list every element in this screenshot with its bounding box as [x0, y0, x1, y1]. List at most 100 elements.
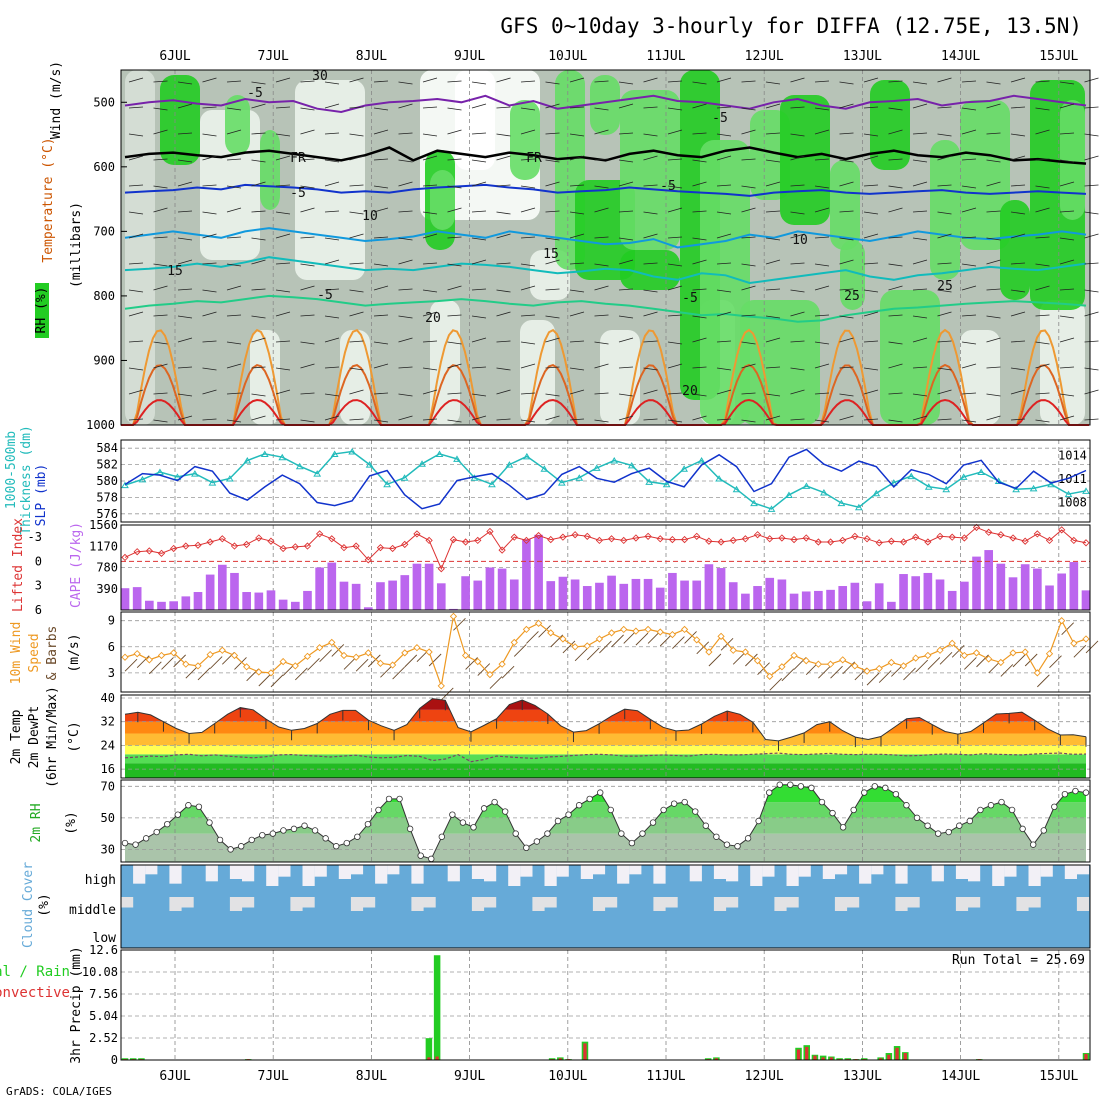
thickness-marker	[959, 473, 968, 480]
thickness-marker	[645, 478, 654, 485]
upper-wind-barb	[692, 81, 707, 85]
upper-wind-barb	[251, 237, 266, 241]
upper-wind-barb	[618, 259, 634, 265]
rh-marker	[554, 817, 562, 825]
precip-tick: 10.08	[82, 965, 118, 979]
li-tick: 6	[35, 603, 42, 617]
upper-wind-barb	[447, 263, 462, 267]
upper-wind-barb	[349, 233, 364, 239]
upper-wind-barb	[1084, 389, 1099, 395]
upper-wind-barb	[961, 158, 977, 161]
temp-band	[125, 745, 1086, 755]
upper-wind-barb	[961, 207, 977, 213]
upper-wind-barb	[349, 77, 364, 83]
upper-wind-barb	[1059, 393, 1075, 397]
wind-marker	[121, 653, 129, 661]
wind-marker	[303, 652, 312, 660]
cape-bar	[765, 577, 775, 610]
upper-wind-barb	[888, 158, 903, 161]
cape-bar	[132, 587, 142, 610]
upper-wind-barb	[741, 158, 756, 161]
upper-wind-barb	[790, 340, 805, 343]
upper-wind-barb	[398, 103, 413, 109]
upper-wind-barb	[398, 181, 413, 187]
upper-wind-barb	[128, 340, 144, 343]
upper-wind-barb	[937, 389, 952, 395]
rh-marker	[406, 825, 414, 833]
date-label-top: 13JUL	[843, 49, 882, 64]
cape-bar	[327, 562, 337, 610]
rh-marker	[892, 790, 900, 798]
rh-marker	[839, 824, 847, 831]
thickness-marker	[889, 479, 898, 486]
upper-wind-barb	[618, 103, 634, 109]
rh-marker	[364, 820, 372, 828]
upper-wind-barb	[324, 315, 340, 319]
upper-wind-barb	[251, 81, 266, 85]
contour-label: -5	[660, 179, 676, 194]
upper-wind-barb	[667, 107, 683, 111]
precip-bar-convective	[813, 1055, 817, 1060]
upper-wind-barb	[373, 129, 389, 135]
cape-bar	[1020, 564, 1030, 610]
wind-marker	[668, 630, 677, 639]
upper-wind-barb	[692, 366, 707, 369]
upper-wind-barb	[275, 311, 291, 317]
upper-wind-barb	[1010, 184, 1026, 187]
rh-tick: 70	[101, 779, 115, 793]
upper-wind-barb	[1059, 366, 1075, 369]
cloud-high-gap	[592, 865, 606, 875]
upper-wind-barb	[471, 259, 487, 265]
thickness-marker	[592, 464, 601, 471]
upper-wind-barb	[814, 207, 830, 213]
rh-moist-patch	[840, 240, 865, 310]
upper-wind-barb	[1010, 311, 1026, 317]
cloud-high-gap	[580, 865, 593, 879]
upper-wind-barb	[765, 259, 781, 265]
upper-wind-barb	[520, 129, 536, 135]
wind-marker	[133, 650, 141, 658]
wind-marker	[230, 651, 239, 660]
cloud-middle-gap	[532, 897, 545, 911]
upper-wind-barb	[692, 159, 707, 163]
upper-wind-barb	[569, 106, 585, 109]
upper-wind-barb	[300, 314, 315, 317]
upper-wind-barb	[667, 314, 683, 317]
cape-bar	[668, 572, 677, 610]
upper-wind-barb	[349, 133, 364, 137]
upper-wind-barb	[1059, 210, 1075, 213]
upper-wind-barb	[912, 81, 928, 85]
upper-wind-barb	[300, 363, 315, 369]
sfc-wind-barb	[209, 656, 223, 669]
upper-wind-barb	[177, 181, 193, 187]
sfc-wind-barb	[720, 638, 734, 651]
upper-wind-barb	[643, 389, 658, 395]
upper-wind-barb	[765, 315, 781, 319]
ylabel-barbs: & Barbs	[45, 626, 60, 681]
thickness-marker	[418, 460, 426, 467]
upper-wind-barb	[814, 236, 830, 239]
upper-wind-barb	[961, 285, 977, 291]
upper-wind-barb	[128, 262, 144, 265]
upper-wind-barb	[888, 341, 903, 345]
upper-wind-barb	[1010, 289, 1026, 293]
upper-wind-barb	[765, 393, 781, 397]
upper-wind-barb	[177, 81, 193, 85]
upper-wind-barb	[765, 81, 781, 85]
upper-wind-barb	[839, 366, 854, 369]
cape-bar	[911, 576, 921, 610]
cloud-middle-gap	[1076, 897, 1090, 911]
upper-wind-barb	[128, 106, 144, 109]
upper-wind-barb	[692, 103, 707, 109]
upper-wind-barb	[1035, 263, 1050, 267]
wind-marker	[340, 651, 348, 660]
sfc-wind-barb	[1000, 664, 1014, 677]
wind-tick: 9	[108, 614, 115, 628]
isotherm--5b	[124, 183, 1087, 197]
upper-wind-barb	[422, 77, 438, 83]
upper-wind-barb	[520, 158, 536, 161]
upper-wind-barb	[1010, 133, 1026, 137]
sfc-wind-barb	[513, 644, 527, 657]
cape-bar	[595, 582, 604, 610]
upper-wind-barb	[226, 185, 242, 189]
